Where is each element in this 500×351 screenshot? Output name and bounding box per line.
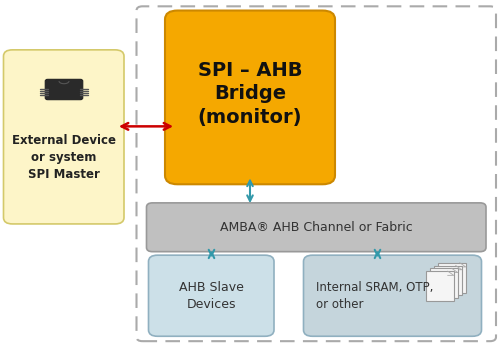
FancyBboxPatch shape: [430, 268, 458, 298]
Text: Internal SRAM, OTP,
or other: Internal SRAM, OTP, or other: [316, 281, 434, 311]
FancyBboxPatch shape: [146, 203, 486, 252]
FancyBboxPatch shape: [426, 271, 454, 301]
FancyBboxPatch shape: [148, 255, 274, 336]
FancyBboxPatch shape: [4, 50, 124, 224]
FancyBboxPatch shape: [45, 79, 82, 100]
FancyBboxPatch shape: [434, 265, 462, 296]
FancyBboxPatch shape: [304, 255, 482, 336]
Text: SPI – AHB
Bridge
(monitor): SPI – AHB Bridge (monitor): [198, 61, 302, 127]
Text: External Device
or system
SPI Master: External Device or system SPI Master: [12, 134, 116, 181]
Text: AMBA® AHB Channel or Fabric: AMBA® AHB Channel or Fabric: [220, 221, 412, 234]
Text: AHB Slave
Devices: AHB Slave Devices: [179, 281, 244, 311]
FancyBboxPatch shape: [165, 11, 335, 184]
FancyBboxPatch shape: [438, 263, 466, 293]
